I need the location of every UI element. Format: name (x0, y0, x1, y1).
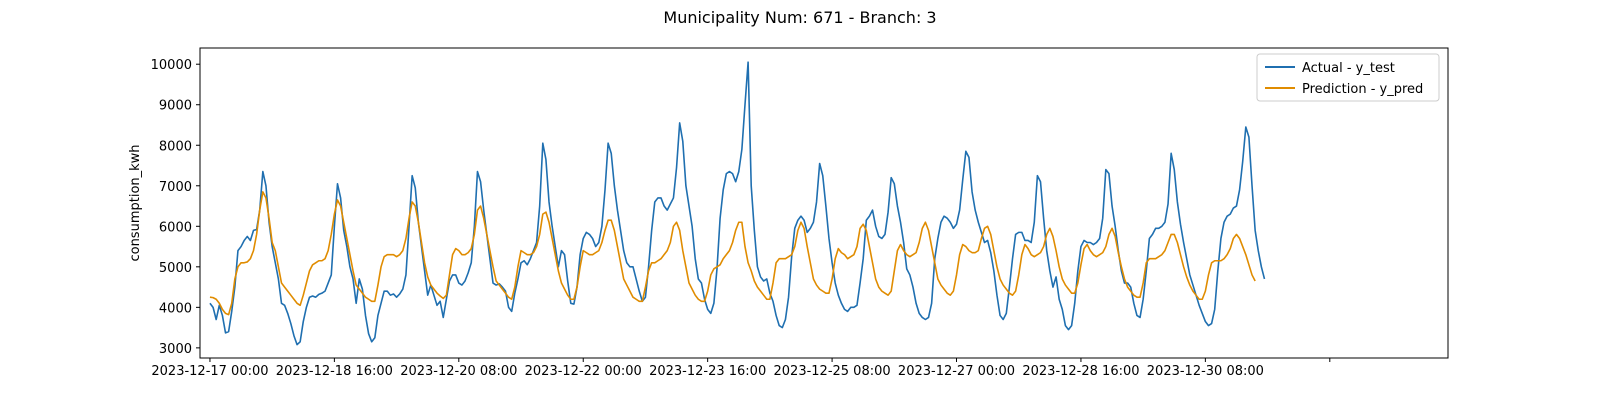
y-axis-title: consumption_kwh (128, 144, 143, 261)
y-tick-label: 7000 (159, 180, 192, 195)
x-tick-label: 2023-12-27 00:00 (898, 364, 1015, 379)
plot-frame (199, 47, 1449, 359)
x-tick-label: 2023-12-17 00:00 (151, 364, 268, 379)
y-tick-label: 8000 (159, 139, 192, 154)
x-tick-label: 2023-12-30 08:00 (1147, 364, 1264, 379)
x-tick-label: 2023-12-25 08:00 (774, 364, 891, 379)
y-tick-label: 4000 (159, 301, 192, 316)
y-axis: 3000 4000 5000 6000 7000 8000 9000 10000 (151, 58, 200, 357)
legend-label-actual: Actual - y_test (1302, 61, 1395, 76)
y-tick-label: 3000 (159, 342, 192, 357)
chart-title: Municipality Num: 671 - Branch: 3 (663, 8, 936, 27)
x-tick-label: 2023-12-23 16:00 (649, 364, 766, 379)
x-tick-label: 2023-12-18 16:00 (276, 364, 393, 379)
y-tick-label: 9000 (159, 99, 192, 114)
x-tick-label: 2023-12-22 00:00 (525, 364, 642, 379)
y-tick-label: 6000 (159, 220, 192, 235)
series-line-actual (209, 61, 1266, 346)
y-tick-label: 10000 (151, 58, 192, 73)
y-tick-label: 5000 (159, 261, 192, 276)
legend-box (1256, 53, 1440, 102)
series-layer (209, 61, 1266, 346)
x-tick-label: 2023-12-20 08:00 (400, 364, 517, 379)
legend: Actual - y_test Prediction - y_pred (1256, 53, 1440, 102)
x-axis: 2023-12-17 00:00 2023-12-18 16:00 2023-12-… (151, 358, 1331, 379)
legend-label-prediction: Prediction - y_pred (1302, 82, 1423, 97)
x-tick-label: 2023-12-28 16:00 (1022, 364, 1139, 379)
series-line-prediction (209, 191, 1256, 316)
